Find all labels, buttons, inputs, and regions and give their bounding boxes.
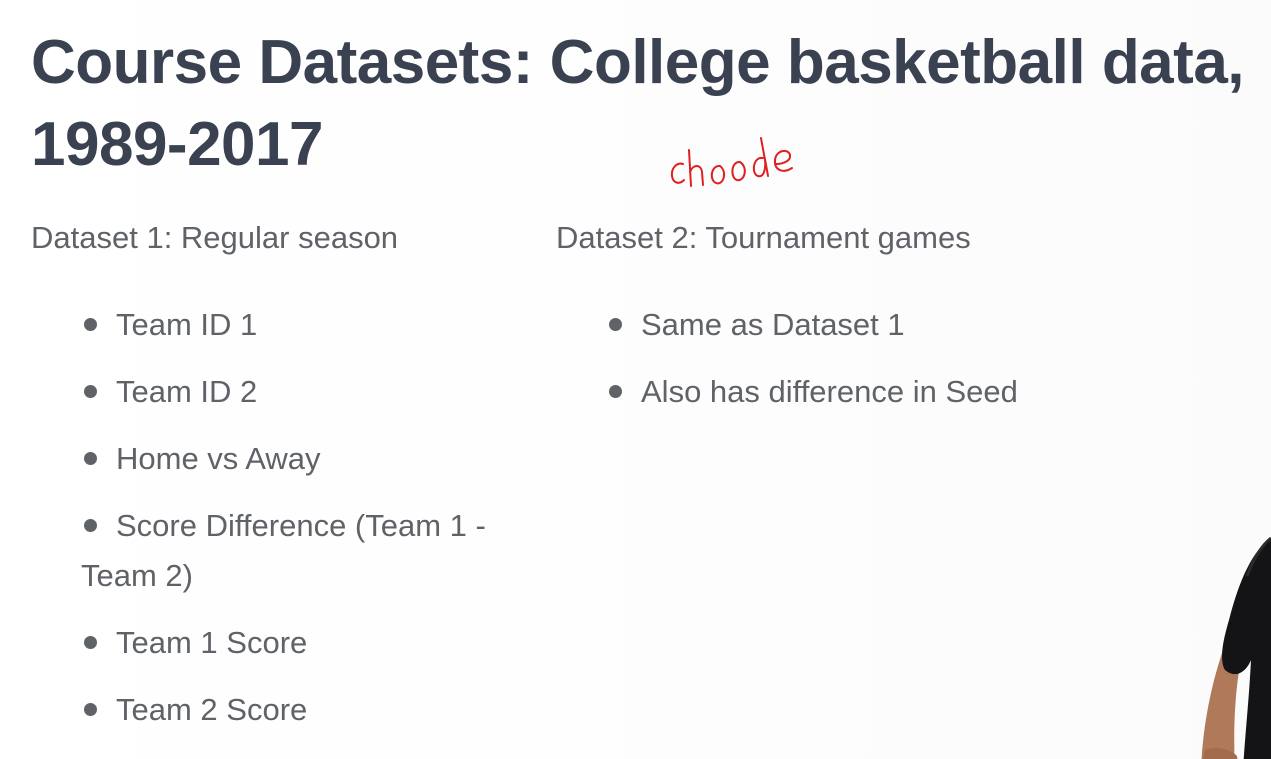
bullet-dot-icon (84, 636, 97, 649)
list-item: Team 1 Score (81, 618, 521, 668)
dataset-2-feature-list: Same as Dataset 1 Also has difference in… (606, 300, 1126, 434)
bullet-dot-icon (84, 385, 97, 398)
bullet-dot-icon (84, 703, 97, 716)
handwritten-annotation (665, 128, 805, 198)
slide-title-line-1: Course Datasets: College basketball data… (31, 22, 1271, 104)
dataset-1-feature-list: Team ID 1 Team ID 2 Home vs Away Score D… (81, 300, 521, 752)
list-item: Also has difference in Seed (606, 367, 1126, 417)
list-item: Team ID 2 (81, 367, 521, 417)
bullet-dot-icon (84, 452, 97, 465)
bullet-dot-icon (609, 385, 622, 398)
dataset-1-heading: Dataset 1: Regular season (31, 218, 398, 258)
presenter-video-figure (1195, 520, 1271, 759)
slide-title-line-2: 1989-2017 (31, 104, 1271, 186)
list-item: Team ID 1 (81, 300, 521, 350)
list-item: Team 2 Score (81, 685, 521, 735)
list-item: Home vs Away (81, 434, 521, 484)
list-item: Same as Dataset 1 (606, 300, 1126, 350)
dataset-2-heading: Dataset 2: Tournament games (556, 218, 971, 258)
list-item: Score Difference (Team 1 - Team 2) (81, 501, 521, 601)
bullet-dot-icon (84, 318, 97, 331)
slide-title: Course Datasets: College basketball data… (31, 22, 1271, 186)
bullet-dot-icon (609, 318, 622, 331)
bullet-dot-icon (84, 519, 97, 532)
